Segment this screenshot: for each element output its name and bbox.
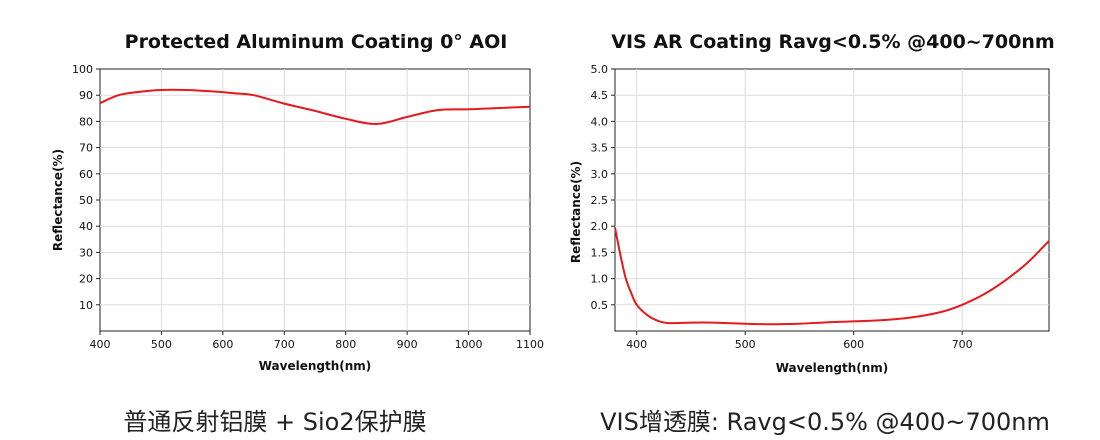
x-axis-ticks: 400 500 600 700 bbox=[626, 331, 973, 351]
y-tick-label: 3.0 bbox=[591, 168, 609, 181]
y-tick-label: 30 bbox=[79, 246, 93, 259]
y-tick-label: 60 bbox=[79, 168, 93, 181]
x-tick-label: 400 bbox=[626, 338, 647, 351]
x-tick-label: 500 bbox=[151, 338, 172, 351]
y-tick-label: 2.0 bbox=[591, 220, 609, 233]
y-axis-ticks: 0.5 1.0 1.5 2.0 2.5 3.0 3.5 4.0 4.5 5.0 bbox=[591, 63, 615, 312]
y-tick-label: 1.5 bbox=[591, 246, 609, 259]
y-tick-label: 0.5 bbox=[591, 299, 609, 312]
y-axis-ticks: 10 20 30 40 50 60 70 80 90 100 bbox=[72, 63, 100, 312]
y-tick-label: 20 bbox=[79, 273, 93, 286]
y-tick-label: 2.5 bbox=[591, 194, 609, 207]
x-tick-label: 1000 bbox=[455, 338, 483, 351]
y-tick-label: 100 bbox=[72, 63, 93, 76]
x-tick-label: 800 bbox=[335, 338, 356, 351]
x-tick-label: 600 bbox=[212, 338, 233, 351]
chart-protected-aluminum: Protected Aluminum Coating 0° AOI 10 20 30… bbox=[51, 31, 544, 373]
reflectance-curve bbox=[99, 88, 531, 126]
x-tick-label: 600 bbox=[843, 338, 864, 351]
y-tick-label: 4.0 bbox=[591, 115, 609, 128]
x-tick-label: 700 bbox=[274, 338, 295, 351]
x-tick-label: 1100 bbox=[516, 338, 544, 351]
y-tick-label: 40 bbox=[79, 220, 93, 233]
y-tick-label: 1.0 bbox=[591, 273, 609, 286]
reflectance-curve bbox=[614, 227, 1050, 326]
x-tick-label: 500 bbox=[735, 338, 756, 351]
x-axis-ticks: 400 500 600 700 800 900 1000 1100 bbox=[90, 331, 544, 351]
x-tick-label: 900 bbox=[397, 338, 418, 351]
y-tick-label: 10 bbox=[79, 299, 93, 312]
chart-vis-ar: VIS AR Coating Ravg<0.5% @400~700nm 0.5 1… bbox=[569, 31, 1055, 375]
y-axis-label: Reflectance(%) bbox=[51, 149, 65, 251]
grid-lines bbox=[100, 69, 530, 331]
chart-title: VIS AR Coating Ravg<0.5% @400~700nm bbox=[611, 31, 1054, 53]
x-tick-label: 400 bbox=[90, 338, 111, 351]
y-tick-label: 5.0 bbox=[591, 63, 609, 76]
chart-title: Protected Aluminum Coating 0° AOI bbox=[125, 31, 508, 53]
caption-left: 普通反射铝膜 + Sio2保护膜 bbox=[123, 408, 427, 436]
x-axis-label: Wavelength(nm) bbox=[776, 361, 889, 375]
y-tick-label: 70 bbox=[79, 142, 93, 155]
x-axis-label: Wavelength(nm) bbox=[259, 359, 372, 373]
y-axis-label: Reflectance(%) bbox=[569, 161, 583, 263]
y-tick-label: 90 bbox=[79, 89, 93, 102]
y-tick-label: 80 bbox=[79, 115, 93, 128]
y-tick-label: 3.5 bbox=[591, 142, 609, 155]
y-tick-label: 4.5 bbox=[591, 89, 609, 102]
x-tick-label: 700 bbox=[952, 338, 973, 351]
y-tick-label: 50 bbox=[79, 194, 93, 207]
caption-right: VIS增透膜: Ravg<0.5% @400~700nm bbox=[600, 408, 1050, 436]
grid-lines bbox=[615, 69, 1049, 331]
